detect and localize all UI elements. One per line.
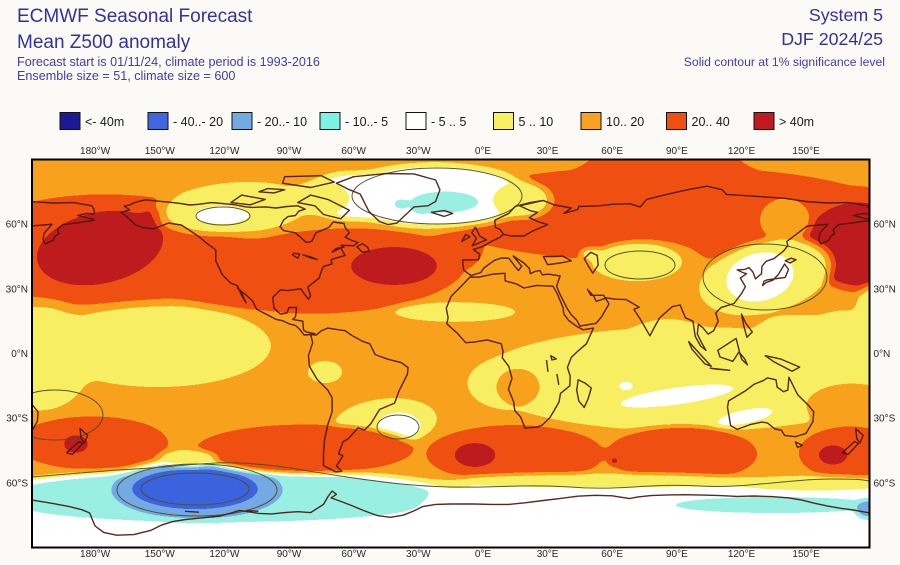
svg-text:180°W: 180°W [80, 146, 111, 157]
svg-text:60°S: 60°S [874, 478, 896, 489]
svg-text:150°E: 150°E [792, 549, 820, 560]
svg-text:30°E: 30°E [537, 549, 559, 560]
svg-text:0°E: 0°E [475, 146, 492, 157]
svg-text:120°E: 120°E [728, 146, 756, 157]
svg-text:20.. 40: 20.. 40 [692, 115, 730, 129]
svg-text:60°E: 60°E [601, 549, 623, 560]
svg-text:<- 40m: <- 40m [85, 115, 124, 129]
svg-text:120°W: 120°W [209, 146, 240, 157]
svg-text:90°W: 90°W [277, 549, 302, 560]
svg-text:120°W: 120°W [209, 549, 240, 560]
svg-text:10.. 20: 10.. 20 [606, 115, 644, 129]
svg-text:60°N: 60°N [6, 220, 28, 231]
svg-text:60°W: 60°W [341, 146, 366, 157]
svg-text:- 20..- 10: - 20..- 10 [257, 115, 307, 129]
svg-text:30°W: 30°W [406, 146, 431, 157]
svg-text:5 .. 10: 5 .. 10 [519, 115, 554, 129]
svg-text:150°E: 150°E [792, 146, 820, 157]
svg-text:- 40..- 20: - 40..- 20 [173, 115, 223, 129]
svg-text:90°W: 90°W [277, 146, 302, 157]
svg-text:0°N: 0°N [11, 349, 28, 360]
svg-text:60°E: 60°E [601, 146, 623, 157]
svg-text:30°N: 30°N [6, 284, 28, 295]
svg-text:180°W: 180°W [80, 549, 111, 560]
svg-text:30°S: 30°S [874, 414, 896, 425]
svg-text:30°W: 30°W [406, 549, 431, 560]
svg-text:30°E: 30°E [537, 146, 559, 157]
svg-text:0°N: 0°N [874, 349, 891, 360]
svg-text:30°N: 30°N [874, 284, 896, 295]
svg-text:0°E: 0°E [475, 549, 492, 560]
svg-text:150°W: 150°W [145, 146, 176, 157]
svg-text:- 10..- 5: - 10..- 5 [345, 115, 388, 129]
svg-text:- 5 .. 5: - 5 .. 5 [431, 115, 466, 129]
svg-text:90°E: 90°E [666, 146, 688, 157]
svg-text:60°N: 60°N [874, 220, 896, 231]
svg-text:150°W: 150°W [145, 549, 176, 560]
svg-text:90°E: 90°E [666, 549, 688, 560]
svg-text:60°S: 60°S [6, 478, 28, 489]
svg-text:> 40m: > 40m [779, 115, 814, 129]
svg-text:120°E: 120°E [728, 549, 756, 560]
svg-text:30°S: 30°S [6, 414, 28, 425]
svg-text:60°W: 60°W [341, 549, 366, 560]
